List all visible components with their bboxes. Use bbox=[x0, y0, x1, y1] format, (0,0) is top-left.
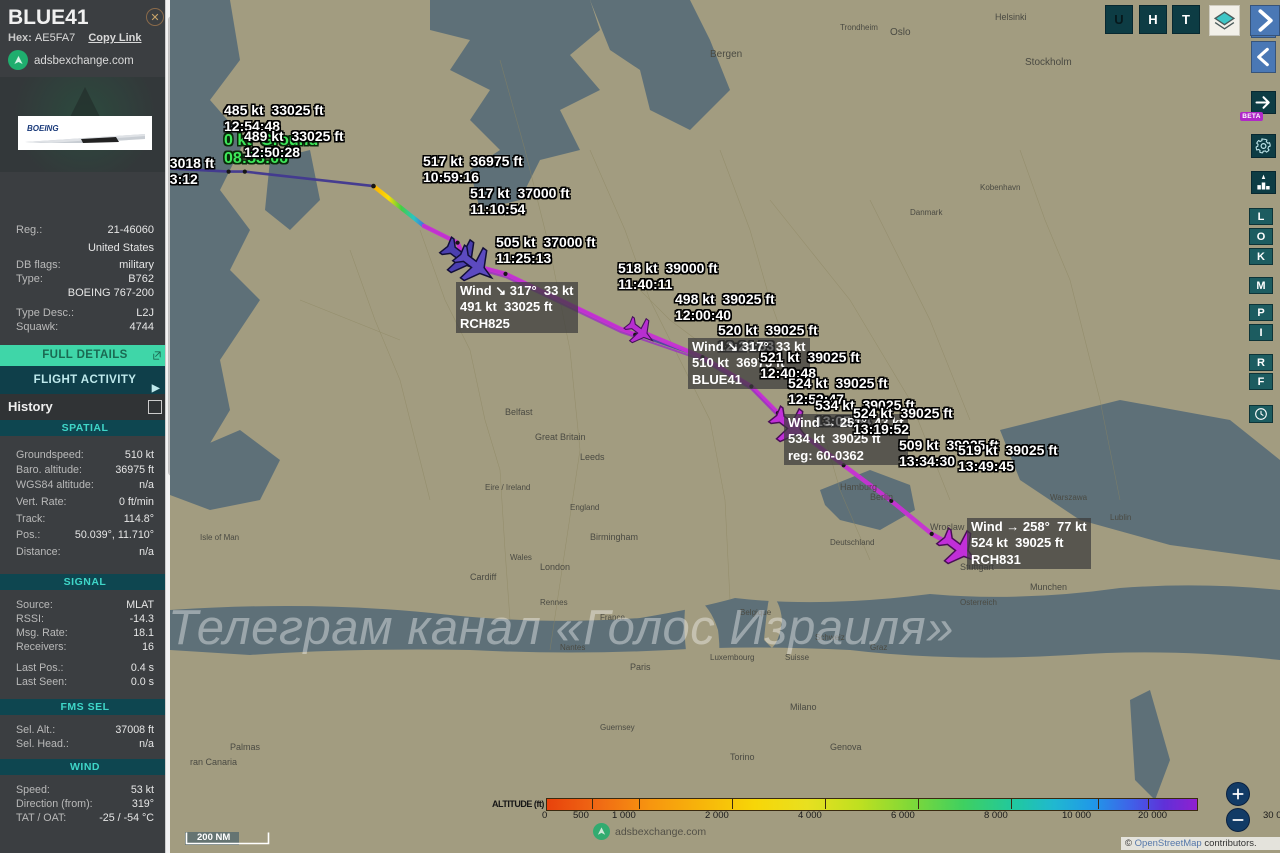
svg-text:BOEING: BOEING bbox=[27, 124, 59, 133]
svg-text:Great Britain: Great Britain bbox=[535, 432, 586, 442]
svg-text:Deutschland: Deutschland bbox=[830, 538, 874, 547]
svg-text:Belfast: Belfast bbox=[505, 407, 533, 417]
svg-text:London: London bbox=[540, 562, 570, 572]
svg-text:France: France bbox=[600, 613, 625, 622]
svg-text:Wales: Wales bbox=[510, 553, 532, 562]
svg-text:Paris: Paris bbox=[630, 662, 651, 672]
svg-text:Stockholm: Stockholm bbox=[1025, 57, 1072, 68]
svg-text:Danmark: Danmark bbox=[910, 208, 943, 217]
svg-text:Trondheim: Trondheim bbox=[840, 23, 878, 32]
svg-text:Cardiff: Cardiff bbox=[470, 572, 497, 582]
svg-text:Genova: Genova bbox=[830, 742, 862, 752]
svg-text:Wroclaw: Wroclaw bbox=[930, 522, 965, 532]
svg-text:Birmingham: Birmingham bbox=[590, 532, 638, 542]
svg-text:Oslo: Oslo bbox=[890, 27, 911, 38]
svg-text:Osterreich: Osterreich bbox=[960, 598, 997, 607]
svg-text:Hamburg: Hamburg bbox=[840, 482, 877, 492]
svg-text:Warszawa: Warszawa bbox=[1050, 493, 1088, 502]
svg-text:Lublin: Lublin bbox=[1110, 513, 1131, 522]
svg-text:Milano: Milano bbox=[790, 702, 817, 712]
svg-text:Luxembourg: Luxembourg bbox=[710, 653, 754, 662]
svg-text:Helsinki: Helsinki bbox=[995, 12, 1027, 22]
svg-text:Palmas: Palmas bbox=[230, 742, 261, 752]
svg-text:Kobenhavn: Kobenhavn bbox=[980, 183, 1020, 192]
svg-text:Nantes: Nantes bbox=[560, 643, 585, 652]
svg-text:Berlin: Berlin bbox=[870, 492, 893, 502]
svg-text:Isle of Man: Isle of Man bbox=[200, 533, 239, 542]
svg-text:England: England bbox=[570, 503, 599, 512]
svg-text:Suisse: Suisse bbox=[785, 653, 810, 662]
svg-text:ran Canaria: ran Canaria bbox=[190, 757, 237, 767]
svg-text:Belgique: Belgique bbox=[740, 608, 772, 617]
svg-text:Rennes: Rennes bbox=[540, 598, 568, 607]
svg-text:Torino: Torino bbox=[730, 752, 755, 762]
svg-text:Guernsey: Guernsey bbox=[600, 723, 635, 732]
svg-text:Leeds: Leeds bbox=[580, 452, 605, 462]
svg-text:Graz: Graz bbox=[870, 643, 887, 652]
svg-text:Eire / Ireland: Eire / Ireland bbox=[485, 483, 530, 492]
svg-text:Munchen: Munchen bbox=[1030, 582, 1067, 592]
svg-text:Schweiz: Schweiz bbox=[815, 633, 845, 642]
svg-text:Bergen: Bergen bbox=[710, 49, 742, 60]
